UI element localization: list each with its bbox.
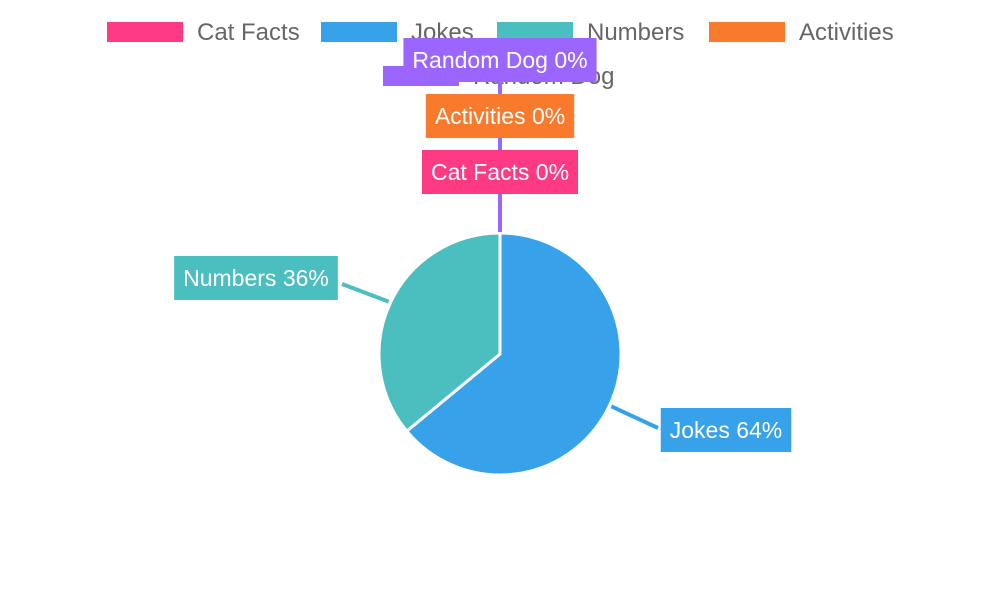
slice-labels: Jokes 64% Numbers 36% Cat Facts 0% Activiti… <box>174 38 792 452</box>
legend-label-cat-facts[interactable]: Cat Facts <box>197 19 300 46</box>
legend-swatch-numbers[interactable] <box>497 22 573 42</box>
legend-label-numbers[interactable]: Numbers <box>587 19 684 46</box>
slice-label-activities: Activities 0% <box>425 94 575 138</box>
leader-line-jokes <box>610 404 659 430</box>
legend-swatch-activities[interactable] <box>709 22 785 42</box>
label-box-cat-facts <box>421 150 579 194</box>
slice-label-numbers: Numbers 36% <box>174 256 390 304</box>
label-box-activities <box>425 94 575 138</box>
pie-slices <box>377 231 623 477</box>
label-box-numbers <box>174 256 338 300</box>
slice-label-random-dog: Random Dog 0% <box>403 38 597 82</box>
label-text-jokes: Jokes 64% <box>670 417 783 443</box>
label-text-activities: Activities 0% <box>435 103 565 129</box>
slice-label-cat-facts: Cat Facts 0% <box>421 150 579 194</box>
slice-numbers[interactable] <box>377 231 502 434</box>
leader-line-numbers <box>341 282 390 304</box>
label-box-random-dog <box>403 38 597 82</box>
legend-label-activities[interactable]: Activities <box>799 19 894 46</box>
legend-swatch-jokes[interactable] <box>321 22 397 42</box>
label-text-cat-facts: Cat Facts 0% <box>431 159 569 185</box>
label-text-random-dog: Random Dog 0% <box>412 47 587 73</box>
slice-label-jokes: Jokes 64% <box>610 404 792 452</box>
legend-swatch-cat-facts[interactable] <box>107 22 183 42</box>
label-box-jokes <box>660 408 792 452</box>
label-text-numbers: Numbers 36% <box>183 265 329 291</box>
slice-jokes[interactable] <box>404 231 623 477</box>
